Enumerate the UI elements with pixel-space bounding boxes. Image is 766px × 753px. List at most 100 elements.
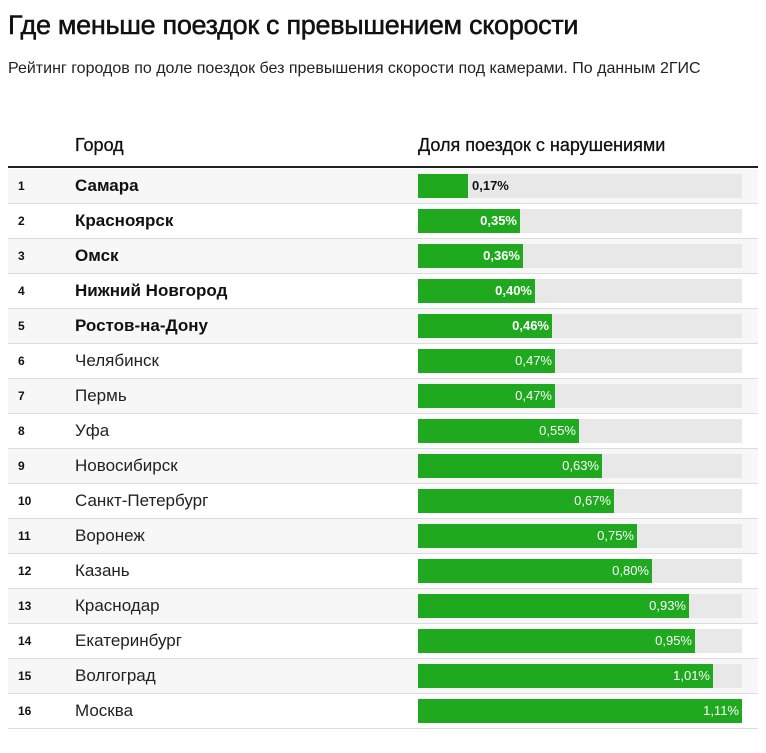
table-row: 6 Челябинск 0,47% (8, 344, 758, 379)
bar-track: 0,46% (418, 314, 742, 338)
value-label: 1,11% (703, 703, 739, 718)
value-label: 1,01% (673, 668, 710, 683)
city-label: Воронеж (75, 526, 145, 545)
table-row: 7 Пермь 0,47% (8, 379, 758, 414)
table-row: 15 Волгоград 1,01% (8, 659, 758, 694)
bar-track: 0,93% (418, 594, 742, 618)
rank-label: 9 (18, 459, 25, 473)
bar-track: 0,47% (418, 349, 742, 373)
bar-track: 1,01% (418, 664, 742, 688)
city-label: Пермь (75, 386, 127, 405)
bar-track: 0,36% (418, 244, 742, 268)
city-label: Казань (75, 561, 130, 580)
rank-label: 8 (18, 424, 25, 438)
header-divider (8, 166, 758, 168)
table-row: 2 Красноярск 0,35% (8, 204, 758, 239)
city-label: Уфа (75, 421, 110, 440)
table-row: 16 Москва 1,11% (8, 694, 758, 729)
city-label: Волгоград (75, 666, 156, 685)
rank-label: 14 (18, 634, 32, 648)
table-row: 11 Воронеж 0,75% (8, 519, 758, 554)
value-label: 0,55% (539, 423, 576, 438)
bar (418, 629, 695, 653)
table-row: 13 Краснодар 0,93% (8, 589, 758, 624)
rank-label: 13 (18, 599, 32, 613)
bar-track: 0,75% (418, 524, 742, 548)
bar (418, 174, 468, 198)
bar (418, 524, 637, 548)
bar (418, 594, 689, 618)
bar-track: 0,17% (418, 174, 742, 198)
table-row: 5 Ростов-на-Дону 0,46% (8, 309, 758, 344)
bar-track: 0,40% (418, 279, 742, 303)
column-header-share: Доля поездок с нарушениями (418, 135, 666, 155)
bar-track: 0,63% (418, 454, 742, 478)
value-label: 0,17% (472, 178, 509, 193)
rank-label: 2 (18, 214, 25, 228)
rank-label: 16 (18, 704, 32, 718)
rank-label: 11 (18, 529, 31, 543)
table-row: 3 Омск 0,36% (8, 239, 758, 274)
table-row: 14 Екатеринбург 0,95% (8, 624, 758, 659)
bar (418, 279, 535, 303)
city-label: Красноярск (75, 211, 174, 230)
bar (418, 664, 713, 688)
bar (418, 454, 602, 478)
rank-label: 3 (18, 249, 25, 263)
bar-track: 0,47% (418, 384, 742, 408)
bar-track: 0,67% (418, 489, 742, 513)
city-label: Санкт-Петербург (75, 491, 209, 510)
value-label: 0,75% (597, 528, 634, 543)
value-label: 0,36% (483, 248, 520, 263)
table-row: 10 Санкт-Петербург 0,67% (8, 484, 758, 519)
bar (418, 314, 552, 338)
bar (418, 209, 520, 233)
table-row: 12 Казань 0,80% (8, 554, 758, 589)
city-label: Екатеринбург (75, 631, 182, 650)
bar-track: 1,11% (418, 699, 742, 723)
city-label: Омск (75, 246, 119, 265)
rank-label: 5 (18, 319, 25, 333)
bar-track: 0,55% (418, 419, 742, 443)
bar-track: 0,80% (418, 559, 742, 583)
table-row: 4 Нижний Новгород 0,40% (8, 274, 758, 309)
rank-label: 12 (18, 564, 32, 578)
value-label: 0,93% (649, 598, 686, 613)
value-label: 0,40% (495, 283, 532, 298)
table-body: 1 Самара 0,17% 2 Красноярск 0,35% 3 Омск 0,36% 4 Н… (8, 169, 758, 729)
table-row: 9 Новосибирск 0,63% (8, 449, 758, 484)
city-label: Нижний Новгород (75, 281, 228, 300)
value-label: 0,63% (562, 458, 599, 473)
value-label: 0,47% (515, 388, 552, 403)
table-row: 8 Уфа 0,55% (8, 414, 758, 449)
city-label: Москва (75, 701, 134, 720)
value-label: 0,46% (512, 318, 549, 333)
bar-track: 0,95% (418, 629, 742, 653)
bar-track: 0,35% (418, 209, 742, 233)
rank-label: 10 (18, 494, 32, 508)
bar (418, 489, 614, 513)
page-subtitle: Рейтинг городов по доле поездок без прев… (8, 60, 701, 77)
rank-label: 6 (18, 354, 25, 368)
city-label: Челябинск (75, 351, 159, 370)
rank-label: 4 (18, 284, 25, 298)
bar (418, 559, 652, 583)
value-label: 0,35% (480, 213, 517, 228)
city-label: Ростов-на-Дону (75, 316, 208, 335)
value-label: 0,67% (574, 493, 611, 508)
city-label: Самара (75, 176, 139, 195)
bar (418, 349, 555, 373)
bar (418, 384, 555, 408)
value-label: 0,47% (515, 353, 552, 368)
rank-label: 7 (18, 389, 25, 403)
column-header-city: Город (75, 135, 124, 155)
bar (418, 419, 579, 443)
value-label: 0,95% (655, 633, 692, 648)
bar (418, 244, 523, 268)
city-label: Краснодар (75, 596, 160, 615)
table-row: 1 Самара 0,17% (8, 169, 758, 204)
value-label: 0,80% (612, 563, 649, 578)
rank-label: 1 (18, 179, 25, 193)
bar (418, 699, 742, 723)
